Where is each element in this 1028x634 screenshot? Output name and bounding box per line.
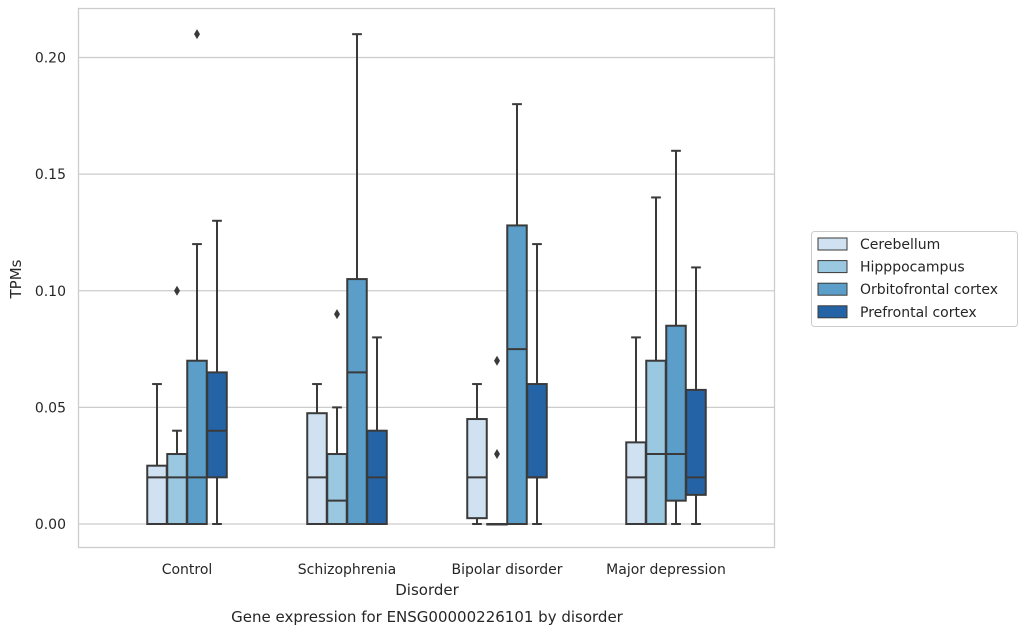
- box-orbitofrontal-cortex-1: [346, 33, 368, 525]
- boxes: [146, 29, 707, 526]
- y-tick-label: 0.05: [35, 400, 66, 416]
- legend-label: Cerebellum: [860, 237, 940, 253]
- y-tick-label: 0.00: [35, 517, 66, 533]
- y-tick-labels: 0.00 0.05 0.10 0.15 0.20: [35, 51, 66, 534]
- x-tick-label: Schizophrenia: [298, 562, 396, 578]
- legend-swatch: [817, 260, 848, 274]
- x-tick-label: Control: [162, 562, 213, 578]
- x-tick-label: Major depression: [606, 562, 726, 578]
- box-body: [685, 388, 707, 496]
- plot-frame: [77, 7, 776, 549]
- box-hipppocampus-0: [166, 285, 188, 525]
- outlier-point: [334, 309, 340, 320]
- box-cerebellum-1: [306, 383, 328, 525]
- outlier-point: [494, 449, 500, 460]
- box-prefrontal-cortex-1: [366, 336, 388, 526]
- y-tick-label: 0.20: [35, 51, 66, 67]
- legend-label: Hipppocampus: [860, 260, 965, 276]
- box-orbitofrontal-cortex-0: [186, 29, 208, 525]
- box-body: [645, 359, 667, 525]
- box-body: [506, 224, 528, 525]
- y-tick-label: 0.15: [35, 167, 66, 183]
- box-prefrontal-cortex-3: [685, 266, 707, 525]
- y-axis-title: TPMs: [7, 259, 25, 299]
- outlier-point: [494, 355, 500, 366]
- box-body: [346, 278, 368, 525]
- chart-title: Gene expression for ENSG00000226101 by d…: [231, 608, 624, 626]
- legend-swatch: [817, 237, 848, 251]
- legend-label: Prefrontal cortex: [860, 305, 977, 321]
- legend-frame: [811, 231, 1018, 327]
- y-tick-label: 0.10: [35, 284, 66, 300]
- outlier-point: [174, 285, 180, 296]
- box-hipppocampus-1: [326, 309, 348, 525]
- legend: Cerebellum Hipppocampus Orbitofrontal cort…: [811, 231, 1018, 327]
- box-prefrontal-cortex-0: [206, 219, 228, 525]
- box-hipppocampus-3: [645, 196, 667, 525]
- box-body: [625, 441, 647, 525]
- box-cerebellum-3: [625, 336, 647, 525]
- box-body: [665, 324, 687, 502]
- box-orbitofrontal-cortex-3: [665, 149, 687, 525]
- x-tick-label: Bipolar disorder: [451, 562, 562, 578]
- box-orbitofrontal-cortex-2: [506, 103, 528, 525]
- x-tick-labels: Control Schizophrenia Bipolar disorder Majo…: [162, 562, 726, 578]
- box-body: [466, 418, 488, 520]
- x-axis-title: Disorder: [395, 581, 459, 599]
- box-body: [526, 383, 548, 479]
- box-body: [186, 359, 208, 525]
- legend-swatch: [817, 305, 848, 319]
- box-body: [166, 453, 188, 525]
- legend-label: Orbitofrontal cortex: [860, 282, 998, 298]
- box-body: [146, 464, 168, 525]
- box-cerebellum-2: [466, 383, 488, 525]
- box-body: [326, 453, 348, 525]
- box-hipppocampus-2: [486, 355, 508, 526]
- legend-swatch: [817, 282, 848, 296]
- box-prefrontal-cortex-2: [526, 243, 548, 525]
- box-cerebellum-0: [146, 383, 168, 525]
- box-body: [306, 412, 328, 525]
- outlier-point: [194, 29, 200, 40]
- box-body: [206, 371, 228, 479]
